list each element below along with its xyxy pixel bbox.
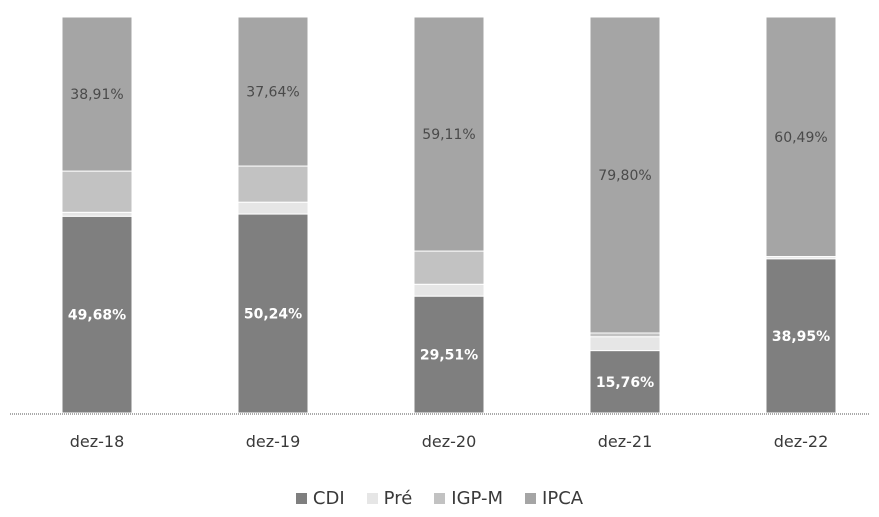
x-tick-label-dez-19: dez-19 (246, 432, 301, 451)
bar-segment-ipca-dez-19 (237, 16, 309, 167)
bar-segment-igp-m-dez-20 (413, 250, 485, 285)
legend-swatch-pre (366, 493, 378, 504)
bar-segment-pre-dez-20 (413, 283, 485, 297)
data-label-cdi-dez-18: 49,68% (68, 308, 126, 324)
legend-item-cdi: CDI (295, 488, 345, 509)
bar-segment-igp-m-dez-21 (589, 332, 661, 338)
bar-segment-cdi-dez-18 (61, 215, 133, 414)
x-tick-label-dez-22: dez-22 (774, 432, 829, 451)
legend-item-igpm: IGP-M (434, 488, 503, 509)
data-label-ipca-dez-19: 37,64% (246, 85, 299, 101)
bar-segment-igp-m-dez-19 (237, 165, 309, 203)
data-label-cdi-dez-21: 15,76% (596, 375, 654, 391)
bar-segment-ipca-dez-21 (589, 16, 661, 334)
bar-segment-cdi-dez-21 (589, 350, 661, 414)
legend-item-ipca: IPCA (525, 488, 583, 509)
legend-swatch-igpm (434, 493, 446, 504)
data-label-cdi-dez-20: 29,51% (420, 348, 478, 364)
legend-label-cdi: CDI (312, 488, 345, 509)
legend-swatch-cdi (295, 493, 307, 504)
bar-segment-ipca-dez-18 (61, 16, 133, 172)
legend-label-igpm: IGP-M (451, 488, 504, 509)
data-label-ipca-dez-18: 38,91% (70, 87, 123, 103)
data-label-ipca-dez-21: 79,80% (598, 168, 651, 184)
bar-segment-cdi-dez-22 (765, 258, 837, 414)
legend-swatch-ipca (525, 493, 537, 504)
x-tick-label-dez-20: dez-20 (422, 432, 477, 451)
legend-item-pre: Pré (366, 488, 413, 509)
bar-segment-pre-dez-18 (61, 211, 133, 217)
x-tick-label-dez-21: dez-21 (598, 432, 653, 451)
data-label-cdi-dez-22: 38,95% (772, 329, 830, 345)
bar-segment-pre-dez-19 (237, 201, 309, 215)
legend-label-ipca: IPCA (542, 488, 584, 509)
bar-segment-igp-m-dez-18 (61, 170, 133, 213)
bar-segment-ipca-dez-20 (413, 16, 485, 252)
bar-segment-pre-dez-21 (589, 336, 661, 352)
legend-label-pre: Pré (383, 488, 413, 509)
data-label-cdi-dez-19: 50,24% (244, 307, 302, 323)
data-label-ipca-dez-22: 60,49% (774, 130, 827, 146)
x-tick-label-dez-18: dez-18 (70, 432, 125, 451)
bar-segment-cdi-dez-20 (413, 295, 485, 414)
bar-segment-ipca-dez-22 (765, 16, 837, 258)
data-label-ipca-dez-20: 59,11% (422, 127, 475, 143)
chart-legend: CDI Pré IGP-M IPCA (0, 488, 879, 509)
